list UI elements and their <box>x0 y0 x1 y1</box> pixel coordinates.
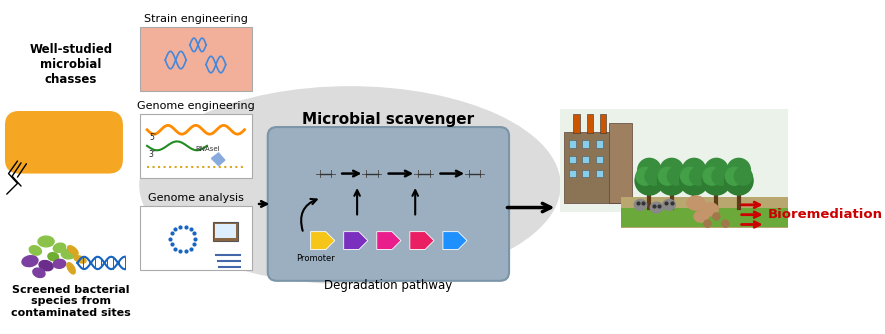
Circle shape <box>682 158 705 182</box>
Ellipse shape <box>702 203 719 216</box>
Bar <box>569 170 576 177</box>
Circle shape <box>704 220 711 227</box>
Ellipse shape <box>663 199 675 210</box>
Ellipse shape <box>140 87 560 284</box>
Bar <box>596 156 603 163</box>
Bar <box>609 123 632 203</box>
Circle shape <box>735 167 752 185</box>
Circle shape <box>660 158 683 182</box>
Ellipse shape <box>67 246 78 255</box>
Ellipse shape <box>38 236 54 247</box>
FancyBboxPatch shape <box>215 223 236 238</box>
Text: Microbial scavenger: Microbial scavenger <box>303 112 474 127</box>
Circle shape <box>638 158 661 182</box>
Bar <box>565 132 622 203</box>
Ellipse shape <box>29 246 42 255</box>
Bar <box>582 141 589 148</box>
Circle shape <box>725 166 753 195</box>
Bar <box>596 141 603 148</box>
Ellipse shape <box>53 259 65 268</box>
Circle shape <box>636 167 654 185</box>
Circle shape <box>727 158 750 182</box>
Ellipse shape <box>74 256 86 263</box>
Text: Well-studied
microbial
chasses: Well-studied microbial chasses <box>29 43 112 86</box>
Polygon shape <box>212 153 225 166</box>
Circle shape <box>703 167 721 185</box>
FancyArrow shape <box>311 232 335 249</box>
Circle shape <box>722 220 729 227</box>
Bar <box>569 156 576 163</box>
FancyArrow shape <box>442 232 467 249</box>
FancyBboxPatch shape <box>268 127 509 281</box>
FancyBboxPatch shape <box>140 27 251 91</box>
Bar <box>560 109 788 212</box>
Circle shape <box>667 167 685 185</box>
Circle shape <box>712 213 720 220</box>
Ellipse shape <box>61 249 75 259</box>
FancyBboxPatch shape <box>213 222 238 241</box>
Ellipse shape <box>650 202 663 213</box>
Circle shape <box>658 167 676 185</box>
Ellipse shape <box>48 253 58 261</box>
Text: 5': 5' <box>149 134 156 143</box>
Circle shape <box>704 158 728 182</box>
Circle shape <box>658 166 686 195</box>
Bar <box>587 114 593 133</box>
Ellipse shape <box>39 261 53 271</box>
Ellipse shape <box>22 256 38 267</box>
Text: 3': 3' <box>149 150 156 159</box>
Bar <box>620 207 788 227</box>
Circle shape <box>712 167 730 185</box>
Ellipse shape <box>53 243 65 253</box>
Bar <box>596 170 603 177</box>
FancyBboxPatch shape <box>140 206 251 270</box>
Bar <box>600 114 606 133</box>
FancyArrow shape <box>410 232 434 249</box>
FancyArrowPatch shape <box>301 199 317 231</box>
Text: RNAseI: RNAseI <box>196 146 220 152</box>
Circle shape <box>702 166 731 195</box>
Ellipse shape <box>694 211 708 222</box>
Text: Screened bacterial
species from
contaminated sites: Screened bacterial species from contamin… <box>12 285 131 318</box>
Text: Genome engineering: Genome engineering <box>137 101 255 111</box>
Text: Bioremediation: Bioremediation <box>767 208 882 221</box>
Text: Promoter: Promoter <box>296 254 335 263</box>
Ellipse shape <box>67 263 75 274</box>
FancyBboxPatch shape <box>140 114 251 178</box>
Ellipse shape <box>635 199 647 210</box>
Circle shape <box>645 167 663 185</box>
Circle shape <box>635 166 664 195</box>
FancyArrow shape <box>343 232 368 249</box>
Bar <box>573 114 580 133</box>
Ellipse shape <box>33 268 45 278</box>
Ellipse shape <box>687 196 704 210</box>
Text: Strain engineering: Strain engineering <box>144 14 248 24</box>
Bar <box>569 141 576 148</box>
Text: Genome analysis: Genome analysis <box>148 193 243 203</box>
FancyArrow shape <box>377 232 401 249</box>
Circle shape <box>689 167 707 185</box>
Circle shape <box>726 167 743 185</box>
Bar <box>620 197 788 228</box>
Text: Degradation pathway: Degradation pathway <box>324 279 452 292</box>
Bar <box>582 156 589 163</box>
Bar <box>582 170 589 177</box>
Circle shape <box>680 166 708 195</box>
FancyBboxPatch shape <box>5 111 123 174</box>
Circle shape <box>681 167 698 185</box>
